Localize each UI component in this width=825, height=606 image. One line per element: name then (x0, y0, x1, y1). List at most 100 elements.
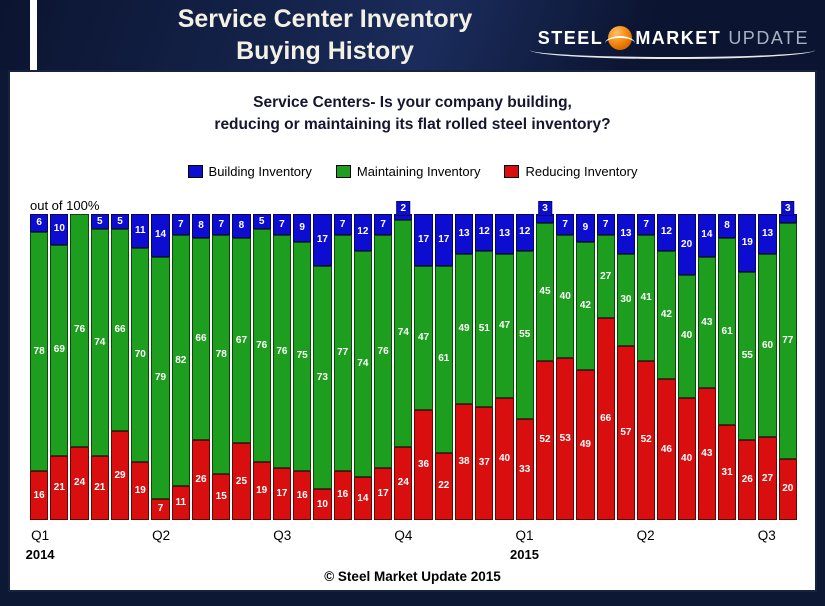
maintaining-segment: 79 (151, 256, 170, 499)
legend-item-reducing: Reducing Inventory (504, 164, 637, 179)
stacked-bar: 9 75 16 (293, 214, 312, 520)
bar-label: 24 (397, 477, 409, 489)
bar-label: 73 (316, 371, 328, 383)
bar-label: 7 (562, 218, 568, 230)
reducing-segment: 27 (758, 437, 777, 520)
bar-label: 10 (53, 223, 65, 235)
building-segment: 17 (414, 214, 433, 267)
reducing-segment: 22 (434, 452, 453, 520)
quarter-tick: Q4 (394, 528, 413, 543)
stacked-bar: 12 55 33 (515, 214, 534, 520)
bar-label: 20 (782, 483, 794, 495)
building-segment: 7 (171, 214, 190, 236)
reducing-segment: 52 (535, 360, 555, 520)
stacked-bar: 8 66 26 (191, 214, 211, 520)
reducing-segment: 21 (50, 455, 69, 520)
bar-label: 49 (579, 439, 591, 451)
maintaining-segment: 61 (717, 238, 737, 426)
bar-label: 55 (741, 350, 753, 362)
building-segment: 17 (313, 214, 332, 267)
stacked-bar: 76 24 (70, 214, 89, 520)
bar-label: 40 (681, 452, 693, 464)
bar-label: 33 (519, 463, 531, 475)
stacked-bar: 7 41 52 (637, 214, 656, 520)
stacked-bar: 7 82 11 (171, 214, 190, 520)
bar-label: 53 (559, 432, 571, 444)
bar-label: 13 (761, 227, 774, 239)
building-segment: 13 (495, 214, 514, 254)
building-segment: 8 (717, 214, 737, 239)
bar-label: 66 (114, 324, 126, 336)
bar-label: 16 (296, 489, 308, 501)
reducing-segment: 24 (70, 446, 89, 520)
bar-label: 43 (701, 448, 713, 460)
bar-label: 8 (198, 220, 204, 232)
chart-title-bold: Service Centers- (253, 94, 376, 111)
page-title-line2: Buying History (236, 36, 414, 65)
bar-label: 37 (478, 457, 490, 469)
bar-label: 78 (215, 348, 227, 360)
maintaining-segment: 67 (232, 238, 251, 444)
building-segment: 7 (596, 214, 615, 236)
year-tick: 2014 (25, 547, 55, 562)
building-segment: 9 (293, 214, 312, 242)
x-axis-years: 2014 2015 (26, 547, 797, 564)
stacked-bar: 13 49 38 (454, 214, 474, 520)
building-segment: 12 (353, 214, 372, 251)
bar-label: 15 (215, 491, 227, 503)
reducing-segment: 21 (90, 455, 109, 520)
bar-label: 36 (418, 458, 430, 470)
maintaining-segment: 76 (252, 229, 271, 462)
bar-label: 8 (238, 220, 245, 232)
quarter-tick: Q2 (152, 528, 171, 543)
plot-area: 6 78 16 10 69 21 76 24 5 74 21 5 66 29 11 70 19 14 79 7 7 82 1… (30, 201, 797, 520)
reducing-segment: 40 (677, 397, 696, 520)
stacked-bar: 19 55 26 (738, 214, 757, 520)
bar-label: 76 (276, 345, 288, 357)
chart-title-line2: reducing or maintaining its flat rolled … (214, 116, 611, 134)
maintaining-segment: 60 (758, 253, 777, 438)
bottom-strip (0, 592, 825, 606)
reducing-segment: 24 (394, 446, 413, 520)
chart-title: Service Centers- Is your company buildin… (10, 92, 815, 137)
maintaining-segment: 30 (616, 253, 636, 346)
stacked-bar: 8 67 25 (232, 214, 251, 520)
bar-label: 7 (602, 218, 609, 230)
bar-label: 82 (175, 354, 187, 366)
quarter-tick: Q1 (515, 528, 534, 543)
building-segment: 14 (151, 214, 170, 257)
maintaining-segment: 40 (556, 235, 575, 358)
stacked-bar: 3 77 20 (778, 201, 797, 520)
building-segment: 19 (738, 214, 757, 273)
bar-label: 52 (539, 434, 551, 446)
reducing-segment: 19 (252, 461, 271, 520)
reducing-segment: 57 (616, 345, 636, 520)
reducing-segment: 15 (212, 474, 231, 520)
maintaining-segment: 77 (333, 235, 352, 472)
bar-label: 49 (458, 322, 470, 334)
building-segment: 9 (576, 214, 595, 242)
chart-title-line1: Service Centers- Is your company buildin… (10, 92, 815, 114)
bar-label: 55 (519, 328, 531, 340)
reducing-segment: 52 (637, 360, 656, 520)
bar-label: 40 (559, 290, 571, 302)
bar-label: 76 (74, 324, 86, 336)
legend-swatch-reducing (504, 165, 520, 178)
reducing-segment: 25 (232, 443, 251, 520)
reducing-segment: 16 (30, 471, 49, 520)
reducing-segment: 33 (515, 419, 534, 520)
bar-label: 74 (397, 327, 409, 339)
maintaining-segment: 42 (576, 241, 595, 371)
bar-label: 51 (478, 322, 490, 334)
bar-label: 79 (154, 371, 167, 383)
bar-label: 77 (782, 334, 794, 346)
bar-label: 40 (681, 330, 693, 342)
maintaining-segment: 76 (272, 235, 292, 468)
stacked-bar: 9 42 49 (576, 214, 595, 520)
bar-label: 17 (316, 234, 328, 245)
building-segment: 8 (232, 214, 251, 239)
bar-label: 5 (258, 215, 265, 227)
reducing-segment: 14 (353, 477, 372, 520)
stacked-bar: 7 27 66 (596, 214, 615, 520)
